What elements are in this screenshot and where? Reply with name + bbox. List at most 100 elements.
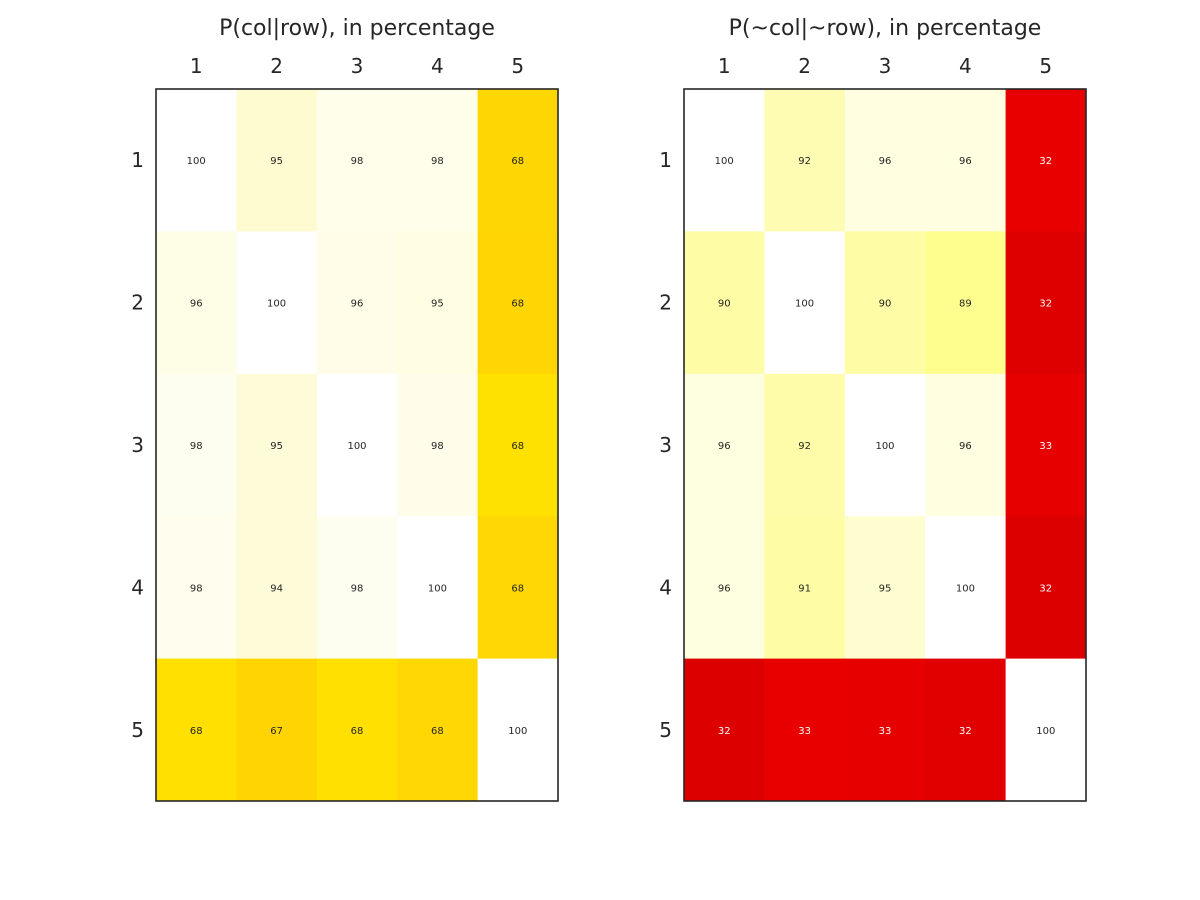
cell-value-label: 92: [798, 156, 811, 167]
cell-value-label: 100: [795, 299, 814, 310]
y-tick-label: 4: [131, 575, 144, 599]
heatmap-cell: [764, 373, 846, 517]
heatmap-cell: [1005, 231, 1087, 375]
cell-value-label: 95: [270, 441, 283, 452]
heatmap-panel: 100 95 98 98 68 96 100 96 95 68 98 95 100 98 68 98 94 98 1…: [131, 16, 559, 802]
heatmap-cell: [764, 658, 846, 802]
heatmap-cell: [477, 373, 559, 517]
cell-value-label: 96: [959, 156, 972, 167]
cell-value-label: 68: [511, 299, 524, 310]
plot-frame: [683, 88, 1087, 802]
cell-value-label: 68: [190, 726, 203, 737]
heatmap-cell: [156, 658, 237, 802]
heatmap-cell: [764, 231, 846, 375]
heatmap-cell: [397, 658, 479, 802]
y-tick-label: 1: [659, 148, 672, 172]
cell-value-label: 32: [1039, 299, 1052, 310]
cell-value-label: 68: [511, 441, 524, 452]
heatmap-cell: [316, 89, 398, 232]
cell-value-label: 100: [508, 726, 527, 737]
heatmap-cell: [844, 658, 926, 802]
cell-value-label: 100: [956, 583, 975, 594]
x-tick-label: 2: [798, 54, 811, 78]
cell-value-label: 98: [351, 156, 364, 167]
cell-value-label: 90: [879, 299, 892, 310]
cell-value-label: 95: [431, 299, 444, 310]
y-tick-label: 2: [659, 291, 672, 315]
heatmap-cell: [397, 516, 479, 660]
cell-value-label: 96: [959, 441, 972, 452]
heatmap-cell: [316, 231, 398, 375]
x-tick-label: 3: [879, 54, 892, 78]
cell-value-label: 96: [879, 156, 892, 167]
y-tick-label: 5: [131, 718, 144, 742]
y-tick-label: 2: [131, 291, 144, 315]
x-tick-label: 5: [1039, 54, 1052, 78]
cell-value-label: 33: [879, 726, 892, 737]
cell-value-label: 68: [431, 726, 444, 737]
heatmap-cell: [477, 89, 559, 232]
cell-value-label: 91: [798, 583, 811, 594]
y-tick-label: 5: [659, 718, 672, 742]
cell-value-label: 100: [715, 156, 734, 167]
cell-value-label: 90: [718, 299, 731, 310]
heatmap-cell: [684, 89, 765, 232]
heatmap-cell: [844, 231, 926, 375]
cell-value-label: 100: [347, 441, 366, 452]
heatmap-cell: [236, 89, 318, 232]
y-tick-label: 4: [659, 575, 672, 599]
heatmap-cell: [397, 231, 479, 375]
cell-value-label: 67: [270, 726, 283, 737]
x-tick-label: 5: [511, 54, 524, 78]
cell-value-label: 32: [1039, 156, 1052, 167]
heatmap-cell: [1005, 373, 1087, 517]
cell-value-label: 92: [798, 441, 811, 452]
cell-value-label: 98: [431, 441, 444, 452]
x-tick-label: 3: [351, 54, 364, 78]
x-tick-label: 4: [959, 54, 972, 78]
heatmap-cell: [477, 516, 559, 660]
heatmap-cell: [764, 89, 846, 232]
cell-value-label: 98: [190, 583, 203, 594]
heatmap-cell: [764, 516, 846, 660]
heatmap-cell: [397, 89, 479, 232]
heatmap-cell: [156, 231, 237, 375]
cell-value-label: 94: [270, 583, 283, 594]
cell-value-label: 95: [270, 156, 283, 167]
cell-value-label: 33: [1039, 441, 1052, 452]
heatmap-cell: [684, 516, 765, 660]
cell-value-label: 98: [190, 441, 203, 452]
heatmap-cell: [477, 231, 559, 375]
cell-value-label: 98: [351, 583, 364, 594]
heatmap-cell: [844, 89, 926, 232]
heatmap-cell: [397, 373, 479, 517]
heatmap-cell: [156, 516, 237, 660]
heatmap-cell: [925, 658, 1007, 802]
cell-value-label: 68: [511, 156, 524, 167]
cell-value-label: 98: [431, 156, 444, 167]
heatmap-cell: [1005, 516, 1087, 660]
x-tick-label: 1: [718, 54, 731, 78]
x-tick-label: 4: [431, 54, 444, 78]
chart-title: P(~col|~row), in percentage: [729, 16, 1042, 41]
cell-value-label: 100: [187, 156, 206, 167]
cell-value-label: 33: [798, 726, 811, 737]
heatmap-cell: [925, 231, 1007, 375]
heatmap-cell: [236, 231, 318, 375]
heatmap-cell: [844, 516, 926, 660]
heatmap-cell: [1005, 658, 1087, 802]
heatmap-cell: [236, 373, 318, 517]
cell-value-label: 32: [959, 726, 972, 737]
heatmap-cell: [156, 373, 237, 517]
cell-value-label: 96: [190, 299, 203, 310]
cell-value-label: 32: [718, 726, 731, 737]
cell-value-label: 100: [875, 441, 894, 452]
x-tick-label: 2: [270, 54, 283, 78]
heatmap-cell: [236, 516, 318, 660]
x-tick-label: 1: [190, 54, 203, 78]
heatmap-cell: [684, 373, 765, 517]
cell-value-label: 96: [351, 299, 364, 310]
heatmap-cell: [684, 231, 765, 375]
